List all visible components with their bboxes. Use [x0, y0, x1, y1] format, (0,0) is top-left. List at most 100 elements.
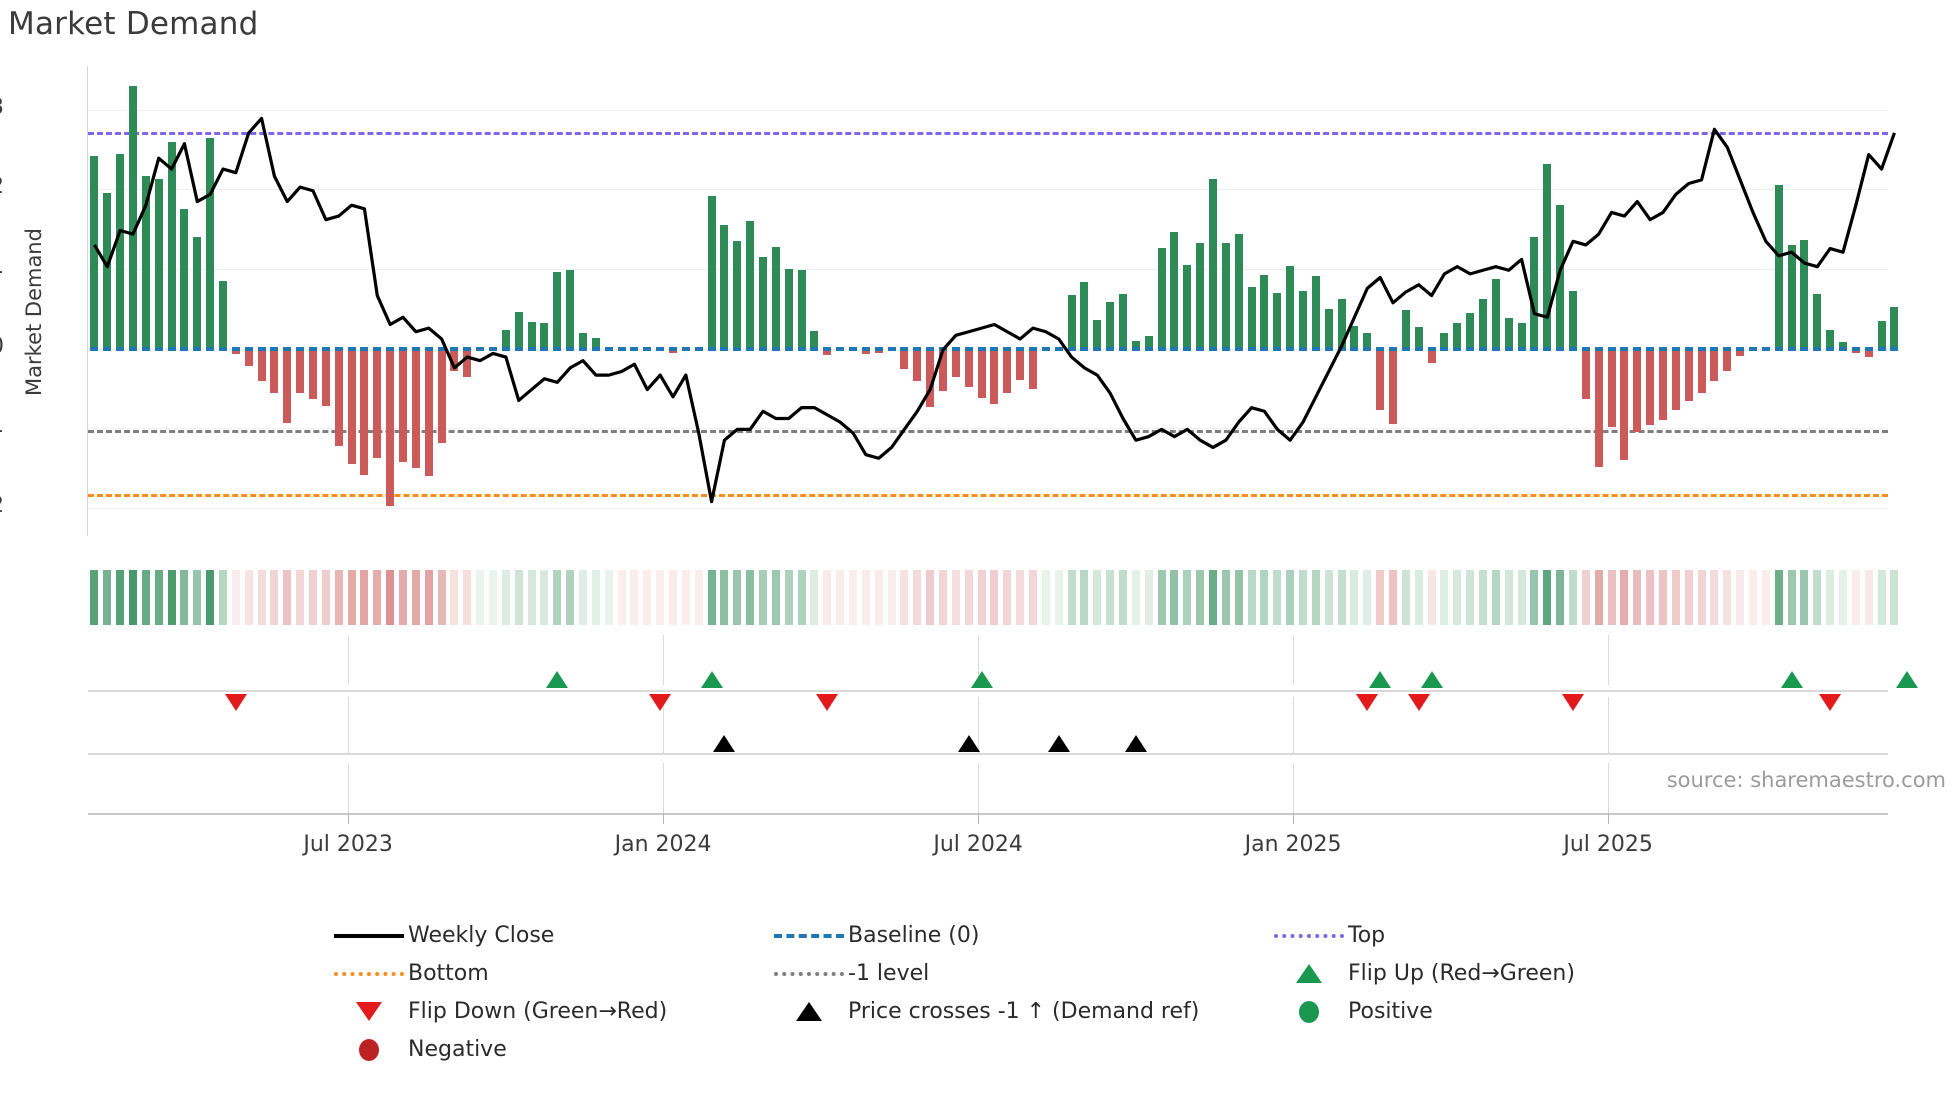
- heatmap-cell: [630, 570, 639, 625]
- heatmap-cell: [1530, 570, 1539, 625]
- heatmap-cell: [1761, 570, 1770, 625]
- baseline-segment: [1106, 346, 1115, 351]
- demand-bar: [1633, 348, 1642, 433]
- heatmap-cell: [489, 570, 497, 625]
- legend-key-line: [774, 933, 844, 938]
- heatmap-cell: [1504, 570, 1513, 625]
- demand-bar: [270, 348, 279, 394]
- baseline-segment: [476, 346, 485, 351]
- flip-up-marker-icon: [1420, 671, 1443, 688]
- baseline-segment: [309, 346, 317, 351]
- heatmap-cell: [1594, 570, 1603, 625]
- demand-bar: [1157, 248, 1166, 349]
- heatmap-cell: [1723, 570, 1732, 625]
- heatmap-cell: [604, 570, 613, 625]
- demand-bar: [1723, 348, 1732, 372]
- baseline-segment: [1569, 346, 1577, 351]
- marker-vgrid: [1608, 763, 1610, 815]
- legend-item[interactable]: Flip Up (Red→Green): [1270, 958, 1650, 989]
- legend-item[interactable]: Price crosses -1 ↑ (Demand ref): [770, 996, 1270, 1027]
- heatmap-cell: [1260, 570, 1269, 625]
- marker-vgrid: [348, 635, 350, 685]
- baseline-segment: [373, 346, 382, 351]
- baseline-segment: [1324, 346, 1333, 351]
- legend-item-label: Flip Down (Green→Red): [408, 999, 668, 1024]
- circle-icon: [359, 1038, 379, 1061]
- heatmap-cell: [1774, 570, 1783, 625]
- demand-bar: [154, 179, 163, 349]
- heatmap-cell: [1299, 570, 1307, 625]
- heatmap-cell: [746, 570, 755, 625]
- demand-bar: [450, 348, 459, 372]
- demand-bar: [347, 348, 356, 465]
- demand-bar: [1119, 293, 1127, 349]
- heatmap-cell: [656, 570, 665, 625]
- x-axis-tick-label: Jan 2025: [1244, 832, 1342, 857]
- legend-item[interactable]: Positive: [1270, 996, 1650, 1027]
- demand-bar: [1864, 348, 1873, 357]
- flip-up-marker-icon: [546, 671, 569, 688]
- y-axis-spine: [87, 66, 88, 536]
- demand-bar: [1427, 348, 1436, 364]
- baseline-segment: [411, 346, 420, 351]
- demand-bar: [1736, 348, 1745, 356]
- demand-bar: [1517, 322, 1526, 349]
- heatmap-cell: [1479, 570, 1487, 625]
- demand-bar: [1813, 293, 1822, 349]
- legend-key: [330, 933, 408, 938]
- demand-bar: [1170, 231, 1179, 349]
- chart-legend: Weekly Close Baseline (0) Top Bottom -1 leve…: [330, 920, 1650, 1065]
- x-axis-tick-label: Jul 2023: [303, 832, 393, 857]
- legend-item[interactable]: Negative: [330, 1034, 770, 1065]
- baseline-segment: [797, 346, 806, 351]
- demand-bar: [411, 348, 420, 469]
- triangle-up-icon: [796, 1002, 822, 1021]
- baseline-segment: [1453, 346, 1462, 351]
- baseline-segment: [489, 346, 497, 351]
- heatmap-cell: [1144, 570, 1153, 625]
- heatmap-cell: [1877, 570, 1886, 625]
- heatmap-cell: [1427, 570, 1436, 625]
- legend-key-line: [334, 933, 404, 938]
- demand-bar: [1093, 320, 1102, 349]
- baseline-segment: [990, 346, 999, 351]
- heatmap-cell: [1839, 570, 1847, 625]
- legend-item[interactable]: Flip Down (Green→Red): [330, 996, 770, 1027]
- y-axis-left-tick: 2: [0, 174, 4, 199]
- baseline-segment: [1054, 346, 1063, 351]
- heatmap-cell: [1183, 570, 1192, 625]
- price-cross-marker-icon: [957, 735, 980, 752]
- gridline: [88, 508, 1888, 510]
- baseline-segment: [707, 346, 716, 351]
- baseline-segment: [681, 346, 690, 351]
- legend-item[interactable]: Top: [1270, 920, 1650, 951]
- demand-bar: [90, 156, 99, 349]
- baseline-segment: [90, 346, 99, 351]
- heatmap-cell: [1440, 570, 1449, 625]
- legend-item[interactable]: Weekly Close: [330, 920, 770, 951]
- legend-item[interactable]: Baseline (0): [770, 920, 1270, 951]
- heatmap-cell: [1800, 570, 1809, 625]
- reference-line-bottom: [88, 493, 1888, 497]
- baseline-segment: [296, 346, 305, 351]
- marker-vgrid: [348, 697, 350, 753]
- heatmap-cell: [1311, 570, 1320, 625]
- demand-bar: [1247, 286, 1256, 349]
- legend-item[interactable]: -1 level: [770, 958, 1270, 989]
- baseline-segment: [964, 346, 973, 351]
- heatmap-cell: [193, 570, 202, 625]
- demand-bar: [1581, 348, 1590, 399]
- reference-line-top: [88, 132, 1888, 136]
- baseline-segment: [951, 346, 960, 351]
- heatmap-cell: [1620, 570, 1629, 625]
- marker-vgrid: [1608, 697, 1610, 753]
- heatmap-cell: [1016, 570, 1025, 625]
- demand-bar: [566, 269, 575, 349]
- heatmap-cell: [1633, 570, 1642, 625]
- legend-item[interactable]: Bottom: [330, 958, 770, 989]
- heatmap-cell: [1247, 570, 1256, 625]
- demand-bar: [1543, 163, 1552, 349]
- heatmap-cell: [399, 570, 407, 625]
- flip-up-marker-icon: [1369, 671, 1392, 688]
- heatmap-cell: [1131, 570, 1140, 625]
